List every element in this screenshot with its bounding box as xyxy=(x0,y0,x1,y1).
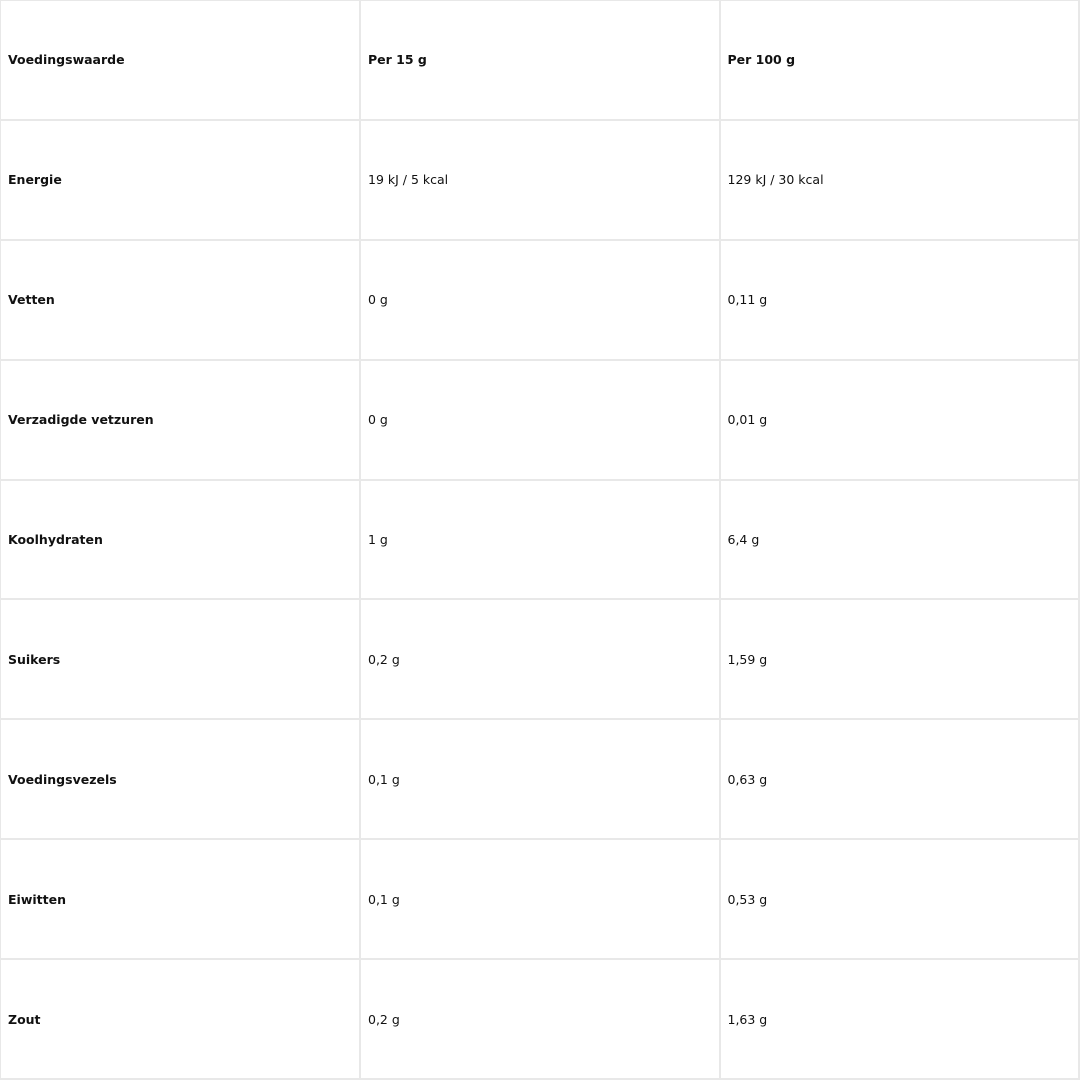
value-per-15g: 0,2 g xyxy=(359,598,721,721)
nutrient-name: Koolhydraten xyxy=(0,478,361,601)
header-cell: Per 100 g xyxy=(718,0,1080,121)
nutrient-name: Energie xyxy=(0,118,361,241)
value-per-15g: 0 g xyxy=(359,238,721,361)
value-per-100g: 129 kJ / 30 kcal xyxy=(718,118,1080,241)
table-row: Koolhydraten 1 g 6,4 g xyxy=(0,478,1080,601)
table-row: Verzadigde vetzuren 0 g 0,01 g xyxy=(0,358,1080,481)
table-row: Energie 19 kJ / 5 kcal 129 kJ / 30 kcal xyxy=(0,118,1080,241)
nutrient-name: Voedingsvezels xyxy=(0,718,361,841)
value-per-15g: 0,1 g xyxy=(359,838,721,960)
table-row: Eiwitten 0,1 g 0,53 g xyxy=(0,838,1080,960)
value-per-100g: 6,4 g xyxy=(718,478,1080,601)
value-per-100g: 0,01 g xyxy=(718,358,1080,481)
value-per-15g: 19 kJ / 5 kcal xyxy=(359,118,721,241)
nutrient-name: Suikers xyxy=(0,598,361,721)
nutrient-name: Eiwitten xyxy=(0,838,361,960)
nutrient-name: Zout xyxy=(0,958,361,1080)
table-row: Vetten 0 g 0,11 g xyxy=(0,238,1080,361)
table-header-row: Voedingswaarde Per 15 g Per 100 g xyxy=(0,0,1080,121)
table-row: Voedingsvezels 0,1 g 0,63 g xyxy=(0,718,1080,841)
value-per-100g: 0,53 g xyxy=(718,838,1080,960)
value-per-100g: 0,63 g xyxy=(718,718,1080,841)
nutrient-name: Vetten xyxy=(0,238,361,361)
header-cell: Per 15 g xyxy=(359,0,721,121)
value-per-15g: 0,2 g xyxy=(359,958,721,1080)
value-per-100g: 1,59 g xyxy=(718,598,1080,721)
table-row: Zout 0,2 g 1,63 g xyxy=(0,958,1080,1080)
value-per-15g: 0 g xyxy=(359,358,721,481)
value-per-15g: 0,1 g xyxy=(359,718,721,841)
value-per-15g: 1 g xyxy=(359,478,721,601)
header-cell: Voedingswaarde xyxy=(0,0,361,121)
value-per-100g: 0,11 g xyxy=(718,238,1080,361)
value-per-100g: 1,63 g xyxy=(718,958,1080,1080)
table-row: Suikers 0,2 g 1,59 g xyxy=(0,598,1080,721)
nutrient-name: Verzadigde vetzuren xyxy=(0,358,361,481)
